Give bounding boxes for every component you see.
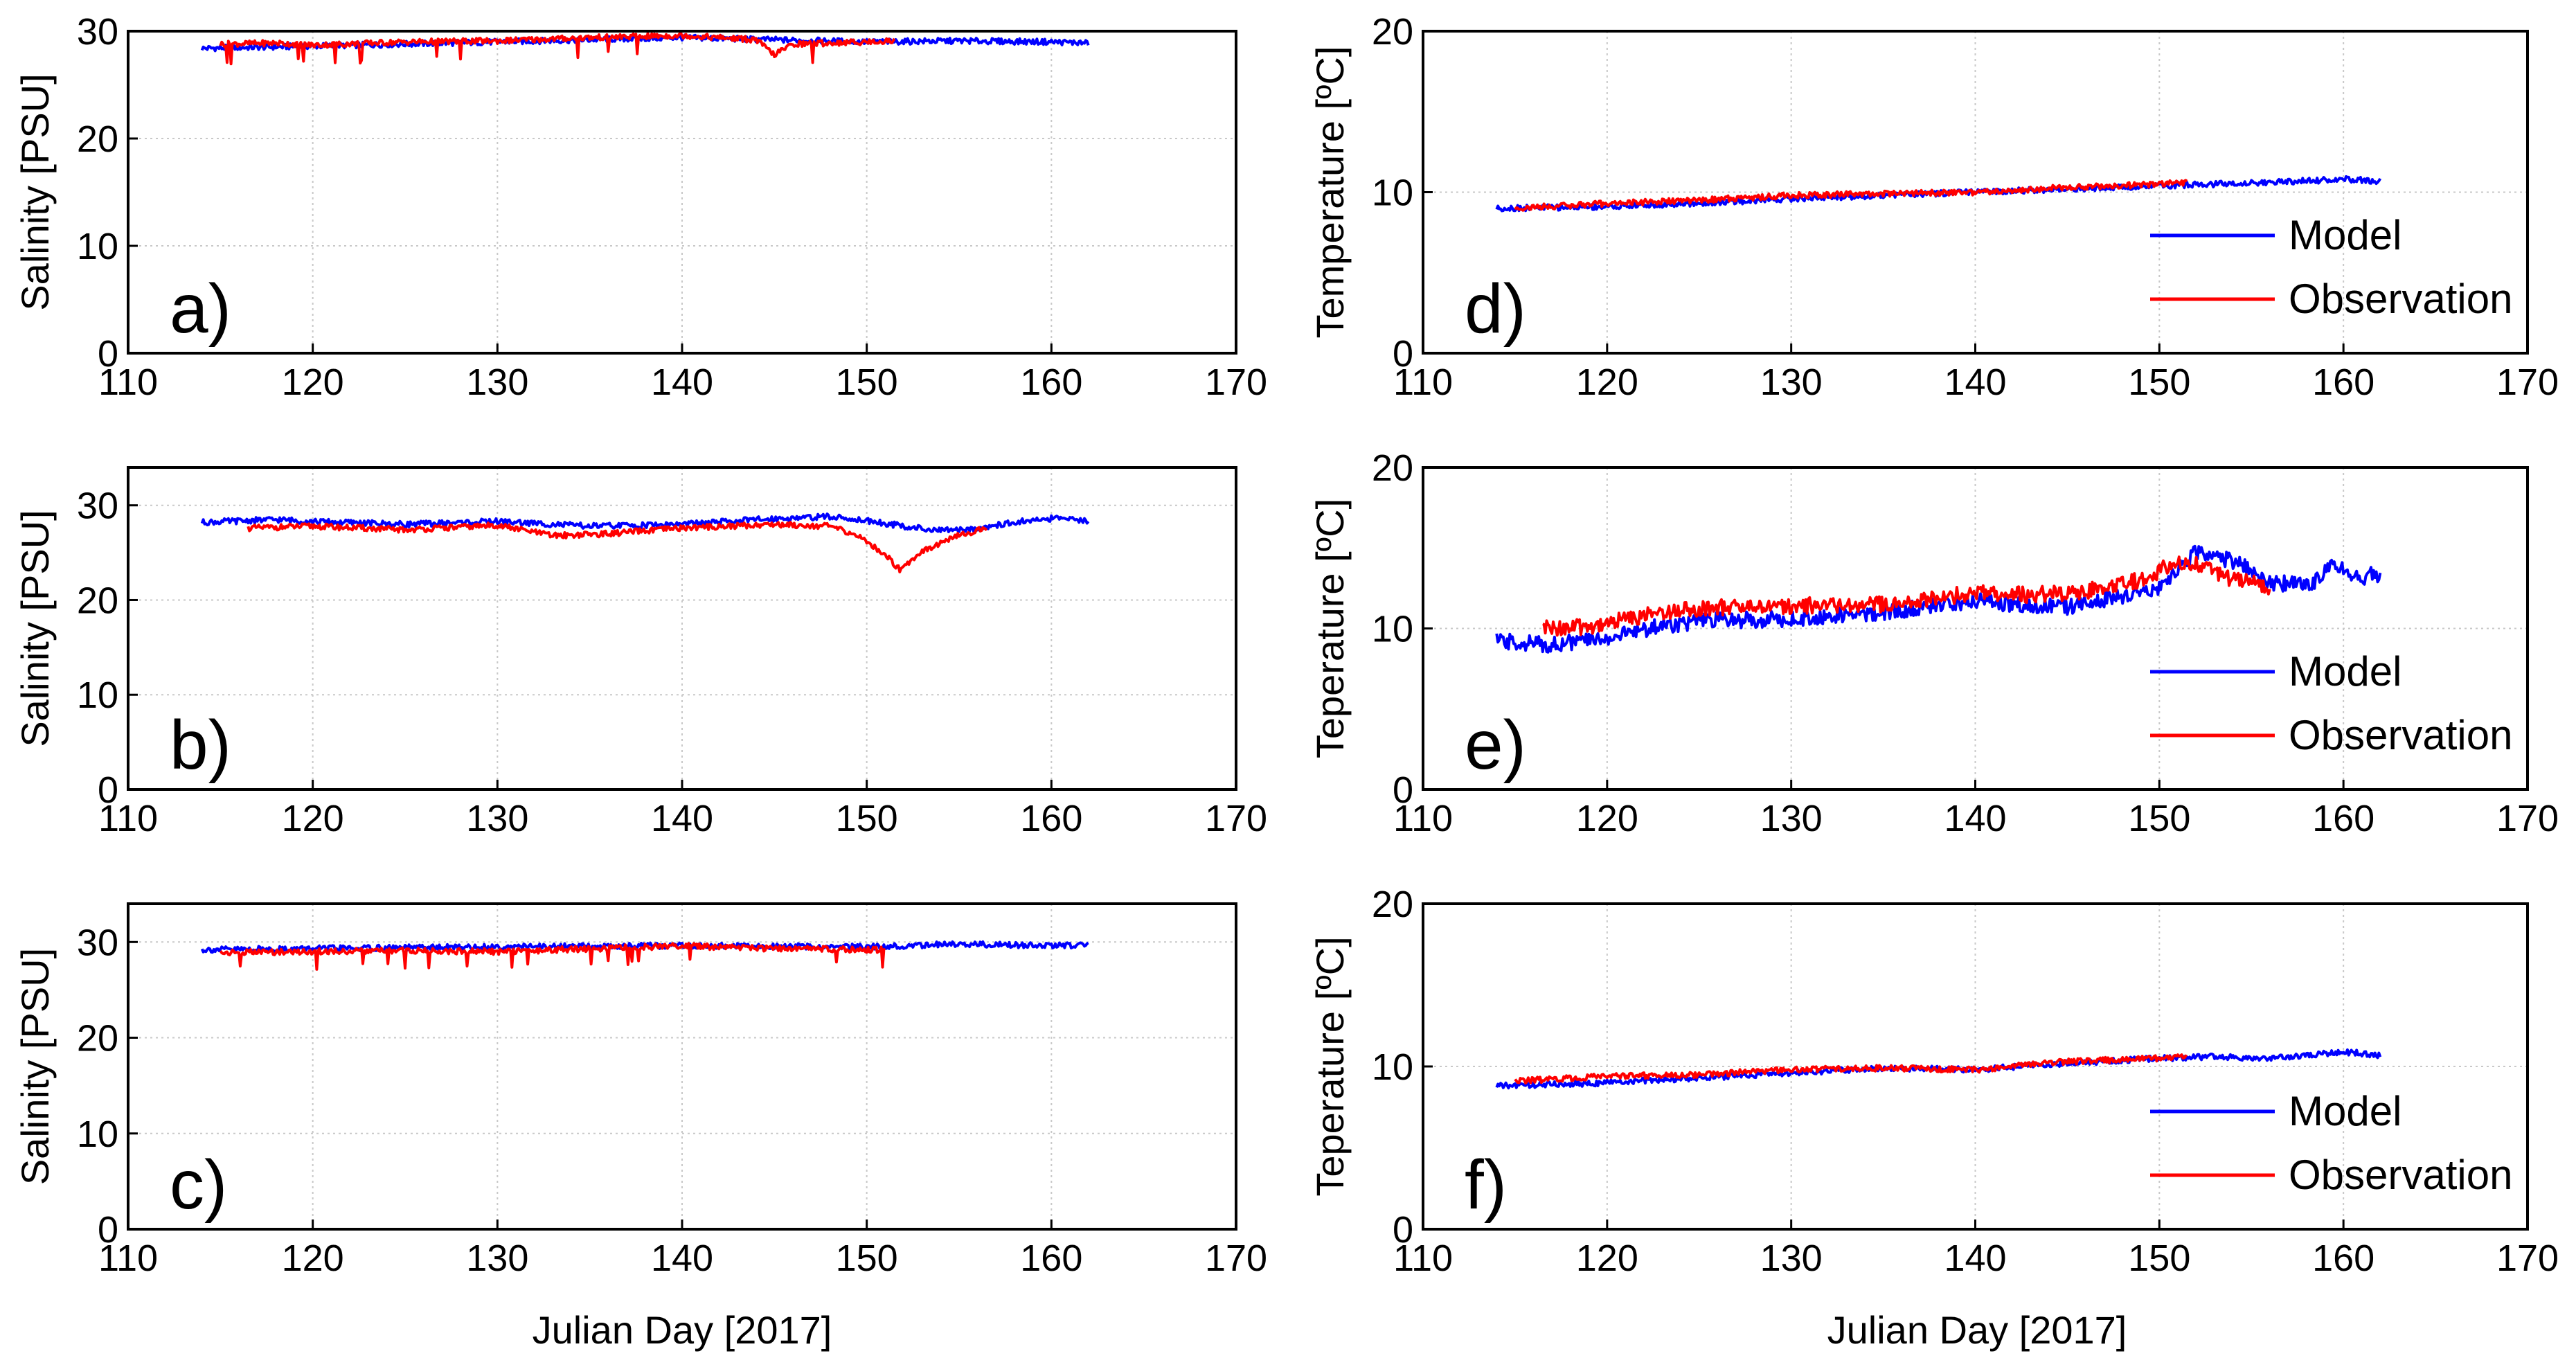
x-axis-label-right: Julian Day [2017] <box>1827 1308 2127 1352</box>
legend-label-model: Model <box>2289 648 2401 695</box>
x-tick-label: 120 <box>1576 1238 1638 1279</box>
x-tick-label: 110 <box>1393 798 1453 839</box>
legend-label-observation: Observation <box>2289 276 2513 322</box>
x-tick-label: 110 <box>98 361 158 403</box>
y-tick-label: 20 <box>77 1018 118 1060</box>
y-tick-label: 10 <box>77 674 118 716</box>
x-tick-label: 140 <box>1944 1238 2006 1279</box>
x-tick-label: 150 <box>836 361 898 403</box>
x-tick-label: 170 <box>1205 798 1267 839</box>
series-line-observation <box>1514 1053 2188 1085</box>
x-tick-label: 160 <box>2312 1238 2374 1279</box>
panel-e: 110 120 130 140 150 160 170 0 10 20 Teperature [ºC… <box>1308 447 2559 839</box>
y-tick-label: 10 <box>1372 609 1413 650</box>
y-tick-label: 30 <box>77 922 118 963</box>
series-line-observation <box>247 521 988 573</box>
x-tick-label: 120 <box>282 1238 344 1279</box>
x-tick-label: 130 <box>466 1238 528 1279</box>
y-tick-label: 20 <box>77 118 118 160</box>
y-tick-label: 0 <box>1393 769 1413 811</box>
panel-label: e) <box>1465 706 1526 784</box>
x-tick-label: 150 <box>2128 1238 2190 1279</box>
x-tick-label: 150 <box>836 1238 898 1279</box>
x-tick-label: 110 <box>1393 361 1453 403</box>
x-tick-label: 120 <box>282 361 344 403</box>
x-tick-label: 130 <box>1760 361 1823 403</box>
legend-label-model: Model <box>2289 1088 2401 1134</box>
y-tick-label: 20 <box>1372 447 1413 489</box>
x-tick-label: 140 <box>651 798 713 839</box>
legend-label-observation: Observation <box>2289 712 2513 758</box>
x-tick-label: 160 <box>1020 798 1082 839</box>
x-tick-label: 120 <box>1576 361 1638 403</box>
x-axis-label-left: Julian Day [2017] <box>533 1308 832 1352</box>
x-tick-label: 170 <box>1205 1238 1267 1279</box>
y-tick-label: 10 <box>77 226 118 267</box>
y-tick-label: 0 <box>98 769 118 811</box>
y-axis-label: Salinity [PSU] <box>13 510 57 747</box>
panel-label: c) <box>170 1146 227 1224</box>
series-line-observation <box>219 942 886 971</box>
panel-label: f) <box>1465 1146 1507 1224</box>
y-tick-label: 10 <box>1372 172 1413 214</box>
x-tick-label: 110 <box>1393 1238 1453 1279</box>
series-line-observation <box>1542 555 2271 637</box>
panel-b: 110 120 130 140 150 160 170 0 10 20 30 Salinity [PS… <box>13 466 1267 839</box>
y-axis-label: Salinity [PSU] <box>13 948 57 1185</box>
panel-label: b) <box>170 706 231 784</box>
x-tick-label: 160 <box>1020 361 1082 403</box>
x-tick-label: 110 <box>98 1238 158 1279</box>
x-tick-label: 130 <box>466 361 528 403</box>
series-line-model <box>1495 544 2382 654</box>
y-axis-label: Teperature [ºC] <box>1308 936 1352 1196</box>
x-tick-label: 140 <box>651 1238 713 1279</box>
y-tick-label: 10 <box>77 1114 118 1155</box>
y-tick-label: 30 <box>77 485 118 527</box>
panel-c: 110 120 130 140 150 160 170 0 10 20 30 Salinity [PS… <box>13 902 1267 1279</box>
x-tick-label: 130 <box>1760 1238 1823 1279</box>
y-axis-label: Salinity [PSU] <box>13 73 57 310</box>
series-line-observation <box>1514 179 2188 212</box>
y-tick-label: 30 <box>77 11 118 53</box>
x-tick-label: 140 <box>1944 798 2006 839</box>
y-tick-label: 20 <box>1372 884 1413 925</box>
x-tick-label: 170 <box>2496 798 2559 839</box>
panel-label: d) <box>1465 270 1526 348</box>
panel-f: 110 120 130 140 150 160 170 0 10 20 Teperature [ºC… <box>1308 884 2559 1279</box>
x-tick-label: 160 <box>2312 798 2374 839</box>
x-tick-label: 110 <box>98 798 158 839</box>
y-axis-label: Temperature [ºC] <box>1308 46 1352 339</box>
y-tick-label: 20 <box>1372 11 1413 53</box>
legend-label-model: Model <box>2289 212 2401 258</box>
y-tick-label: 0 <box>1393 1209 1413 1251</box>
x-tick-label: 170 <box>2496 361 2559 403</box>
y-axis-label: Teperature [ºC] <box>1308 499 1352 758</box>
x-tick-label: 160 <box>1020 1238 1082 1279</box>
series-line-observation <box>219 32 896 66</box>
panel-d: 110 120 130 140 150 160 170 0 10 20 Temperature [º… <box>1308 11 2559 403</box>
x-tick-label: 120 <box>1576 798 1638 839</box>
x-tick-label: 130 <box>466 798 528 839</box>
panel-a: 110 120 130 140 150 160 170 0 10 20 30 Salinity [PS… <box>13 11 1267 403</box>
x-tick-label: 150 <box>2128 361 2190 403</box>
y-tick-label: 0 <box>1393 333 1413 375</box>
legend-label-observation: Observation <box>2289 1152 2513 1198</box>
y-tick-label: 0 <box>98 333 118 375</box>
y-tick-label: 10 <box>1372 1046 1413 1088</box>
x-tick-label: 140 <box>1944 361 2006 403</box>
y-tick-label: 20 <box>77 580 118 621</box>
x-tick-label: 170 <box>1205 361 1267 403</box>
x-tick-label: 150 <box>836 798 898 839</box>
panel-label: a) <box>170 270 231 348</box>
series-line-model <box>200 512 1090 533</box>
x-tick-label: 120 <box>282 798 344 839</box>
x-tick-label: 130 <box>1760 798 1823 839</box>
y-tick-label: 0 <box>98 1209 118 1251</box>
x-tick-label: 160 <box>2312 361 2374 403</box>
x-tick-label: 170 <box>2496 1238 2559 1279</box>
x-tick-label: 150 <box>2128 798 2190 839</box>
x-tick-label: 140 <box>651 361 713 403</box>
